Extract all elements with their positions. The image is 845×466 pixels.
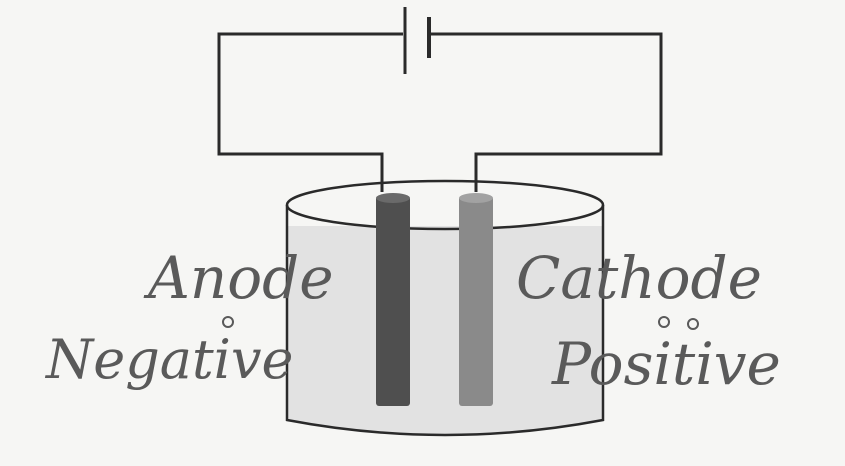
wire-right — [431, 32, 663, 192]
cathode-sign-label: Positive — [551, 330, 781, 398]
cathode-label: Cathode — [516, 244, 762, 312]
cathode-mark-1 — [658, 316, 670, 328]
anode-mark — [222, 316, 234, 328]
beaker-wall — [285, 205, 605, 437]
cathode-electrode — [459, 193, 493, 406]
wire-left — [217, 32, 403, 192]
anode-electrode — [376, 193, 410, 406]
anode-label: Anode — [143, 244, 334, 312]
cathode-mark-2 — [687, 318, 699, 330]
beaker — [285, 179, 605, 437]
battery-cell — [403, 7, 431, 74]
beaker-rim — [285, 179, 605, 231]
circuit-wire — [217, 32, 663, 192]
anode-sign-label: Negative — [44, 328, 293, 391]
electrolyte-solution — [287, 226, 603, 435]
